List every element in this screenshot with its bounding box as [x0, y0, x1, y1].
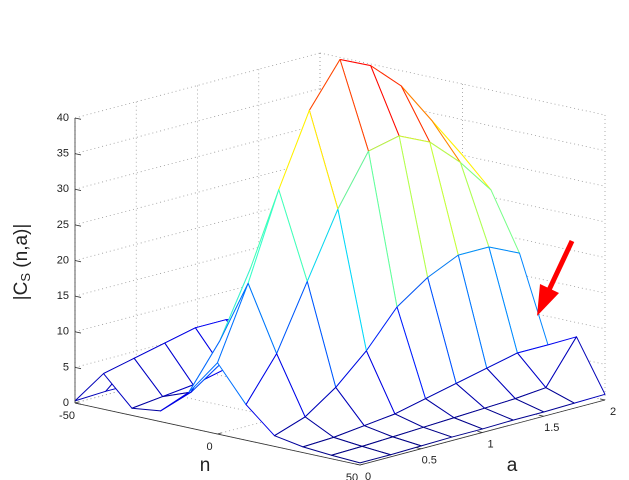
tick-mark: [74, 188, 82, 191]
y-axis-label: a: [507, 455, 518, 476]
x-tick-label: 0: [206, 441, 212, 453]
z-tick-label: 0: [63, 397, 69, 409]
grid-line: [319, 52, 606, 116]
y-tick-label: 1.5: [544, 422, 559, 434]
z-label-part: (n,a)|: [11, 224, 32, 273]
arrow-shaft: [546, 239, 575, 292]
z-tick-label: 20: [57, 254, 69, 266]
mesh: [74, 59, 606, 464]
tick-mark: [74, 366, 82, 370]
y-tick-label: 2: [610, 406, 616, 418]
z-tick-label: 10: [57, 326, 69, 338]
x-axis-label: n: [200, 455, 211, 476]
tick-mark: [74, 117, 82, 120]
tick-mark: [74, 260, 82, 263]
z-label-sub: S: [18, 273, 33, 282]
y-axis-line: [359, 399, 606, 466]
mesh-cell: [331, 445, 392, 464]
x-tick-label: -50: [59, 410, 75, 422]
x-axis-line: [74, 402, 361, 466]
arrow-head: [537, 284, 559, 316]
z-tick-label: 30: [57, 183, 69, 195]
tick-mark: [74, 295, 82, 298]
tick-mark: [74, 331, 82, 334]
annotation-arrow: [537, 239, 575, 316]
z-tick-label: 5: [63, 361, 69, 373]
z-axis-label: |CS (n,a)|: [11, 224, 33, 301]
y-tick-label: 1: [487, 438, 493, 450]
x-tick-label: 50: [346, 472, 358, 480]
z-tick-label: 35: [57, 148, 69, 160]
z-tick-label: 15: [57, 290, 69, 302]
z-label-part: |C: [11, 282, 32, 301]
y-tick-label: 0.5: [422, 455, 437, 467]
tick-mark: [74, 224, 82, 227]
y-tick-label: 0: [365, 471, 371, 480]
z-tick-label: 25: [57, 219, 69, 231]
tick-mark: [74, 153, 82, 156]
z-tick-label: 40: [57, 112, 69, 124]
